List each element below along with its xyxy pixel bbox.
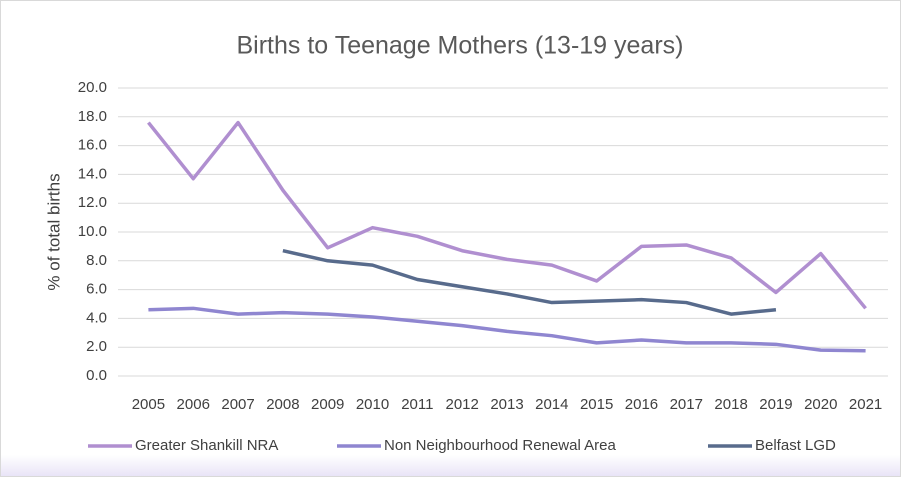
x-tick-label: 2020 — [804, 396, 837, 413]
y-tick-label: 18.0 — [78, 108, 107, 125]
y-tick-label: 20.0 — [78, 79, 107, 96]
legend-label: Non Neighbourhood Renewal Area — [384, 437, 616, 454]
frame-shade — [1, 455, 900, 476]
x-tick-label: 2008 — [266, 396, 299, 413]
y-tick-label: 10.0 — [78, 223, 107, 240]
legend-label: Belfast LGD — [755, 437, 836, 454]
x-tick-label: 2005 — [132, 396, 165, 413]
y-tick-label: 8.0 — [86, 252, 107, 269]
chart-title: Births to Teenage Mothers (13-19 years) — [237, 32, 684, 60]
x-tick-label: 2013 — [490, 396, 523, 413]
x-tick-label: 2019 — [759, 396, 792, 413]
y-tick-label: 4.0 — [86, 309, 107, 326]
x-tick-label: 2006 — [177, 396, 210, 413]
x-tick-label: 2017 — [670, 396, 703, 413]
series-line — [147, 120, 867, 310]
x-tick-label: 2016 — [625, 396, 658, 413]
x-tick-label: 2010 — [356, 396, 389, 413]
series-line — [148, 306, 866, 353]
y-axis-label: % of total births — [44, 173, 63, 290]
legend-label: Greater Shankill NRA — [135, 437, 278, 454]
y-tick-label: 0.0 — [86, 367, 107, 384]
y-tick-label: 16.0 — [78, 137, 107, 154]
x-tick-label: 2014 — [535, 396, 568, 413]
y-tick-label: 6.0 — [86, 281, 107, 298]
y-tick-label: 14.0 — [78, 165, 107, 182]
y-tick-label: 12.0 — [78, 194, 107, 211]
x-tick-label: 2009 — [311, 396, 344, 413]
x-tick-label: 2018 — [714, 396, 747, 413]
x-tick-label: 2021 — [849, 396, 882, 413]
x-tick-label: 2015 — [580, 396, 613, 413]
x-tick-label: 2012 — [445, 396, 478, 413]
x-tick-label: 2007 — [221, 396, 254, 413]
y-tick-label: 2.0 — [86, 338, 107, 355]
x-tick-label: 2011 — [401, 396, 433, 413]
series-line — [282, 249, 777, 316]
